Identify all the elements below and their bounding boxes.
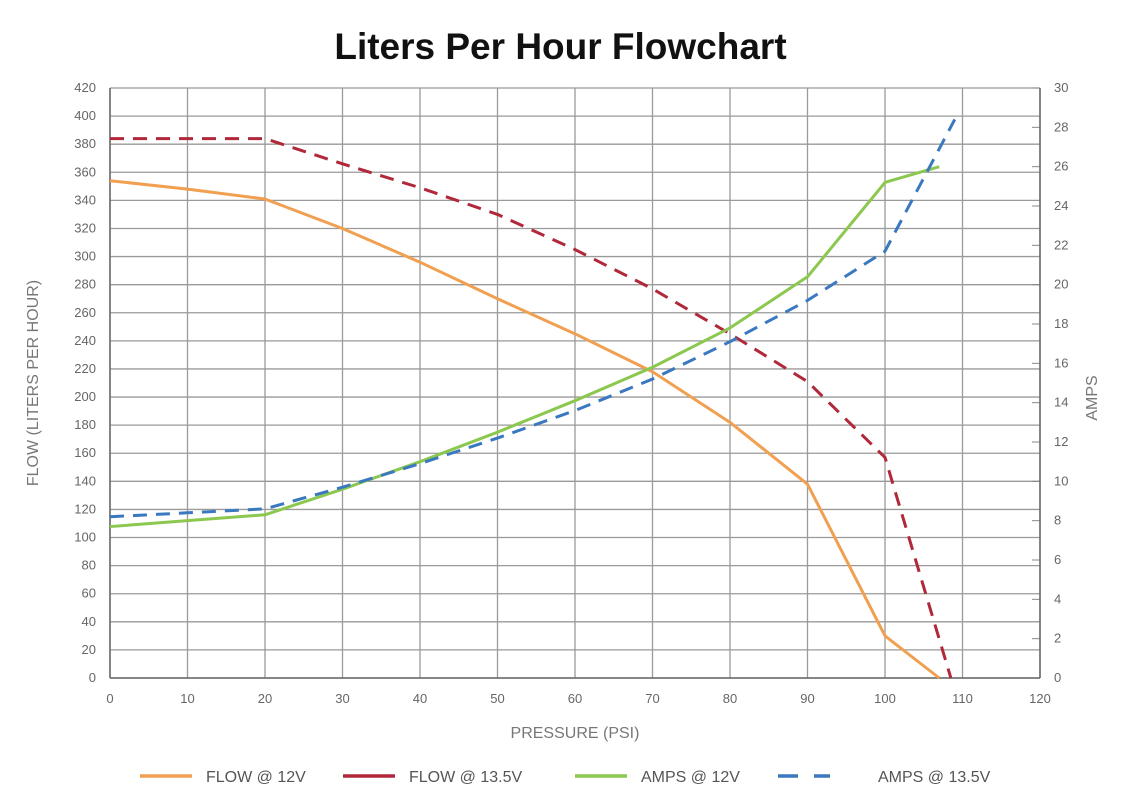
- series-line-3: [109, 118, 957, 519]
- y-tick-label: 280: [74, 277, 96, 292]
- y-tick-label: 180: [74, 417, 96, 432]
- y2-tick-label: 14: [1054, 395, 1068, 410]
- x-tick-label: 40: [413, 691, 427, 706]
- y-tick-label: 340: [74, 192, 96, 207]
- y-tick-label: 300: [74, 249, 96, 264]
- x-tick-label: 90: [800, 691, 814, 706]
- y2-tick-label: 22: [1054, 237, 1068, 252]
- series-line-0: [109, 179, 941, 680]
- y2-axis-label: AMPS: [1084, 375, 1101, 420]
- y2-tick-label: 10: [1054, 473, 1068, 488]
- y2-tick-label: 20: [1054, 277, 1068, 292]
- chart-title: Liters Per Hour Flowchart: [334, 26, 787, 67]
- x-tick-label: 110: [952, 691, 973, 706]
- y2-tick-label: 0: [1054, 670, 1061, 685]
- y-tick-label: 360: [74, 164, 96, 179]
- y-tick-label: 80: [82, 558, 96, 573]
- y-tick-label: 400: [74, 108, 96, 123]
- y2-tick-label: 28: [1054, 119, 1068, 134]
- series-line-1: [110, 137, 953, 679]
- y-tick-label: 160: [74, 445, 96, 460]
- y-tick-label: 100: [74, 530, 96, 545]
- legend-label: AMPS @ 12V: [641, 769, 740, 786]
- x-tick-label: 30: [335, 691, 349, 706]
- y-axis-label: FLOW (LITERS PER HOUR): [25, 280, 42, 486]
- y-tick-label: 220: [74, 361, 96, 376]
- y2-tick-label: 6: [1054, 552, 1061, 567]
- y2-tick-label: 18: [1054, 316, 1068, 331]
- y2-tick-label: 8: [1054, 513, 1061, 528]
- x-tick-label: 100: [874, 691, 896, 706]
- y2-tick-label: 4: [1054, 591, 1061, 606]
- x-tick-label: 120: [1029, 691, 1051, 706]
- y-tick-label: 40: [82, 614, 96, 629]
- x-tick-label: 20: [258, 691, 272, 706]
- y2-tick-label: 16: [1054, 355, 1068, 370]
- y-tick-label: 380: [74, 136, 96, 151]
- x-tick-label: 80: [723, 691, 737, 706]
- x-tick-label: 70: [645, 691, 659, 706]
- y-tick-label: 120: [74, 501, 96, 516]
- y-tick-label: 60: [82, 586, 96, 601]
- y2-tick-label: 30: [1054, 80, 1068, 95]
- x-tick-label: 10: [180, 691, 194, 706]
- y2-tick-label: 24: [1054, 198, 1068, 213]
- x-tick-label: 60: [568, 691, 582, 706]
- y-tick-label: 200: [74, 389, 96, 404]
- y-tick-label: 320: [74, 220, 96, 235]
- legend-label: AMPS @ 13.5V: [878, 769, 991, 786]
- y2-tick-label: 26: [1054, 159, 1068, 174]
- x-tick-label: 0: [106, 691, 113, 706]
- y-tick-label: 420: [74, 80, 96, 95]
- series-line-2: [109, 165, 940, 529]
- y2-tick-label: 2: [1054, 631, 1061, 646]
- y-tick-label: 0: [89, 670, 96, 685]
- legend-label: FLOW @ 12V: [206, 769, 306, 786]
- x-axis-label: PRESSURE (PSI): [511, 725, 640, 742]
- y-tick-label: 20: [82, 642, 96, 657]
- x-tick-label: 50: [490, 691, 504, 706]
- y2-tick-label: 12: [1054, 434, 1068, 449]
- y-tick-label: 140: [74, 473, 96, 488]
- y-tick-label: 240: [74, 333, 96, 348]
- y-tick-label: 260: [74, 305, 96, 320]
- legend-label: FLOW @ 13.5V: [409, 769, 522, 786]
